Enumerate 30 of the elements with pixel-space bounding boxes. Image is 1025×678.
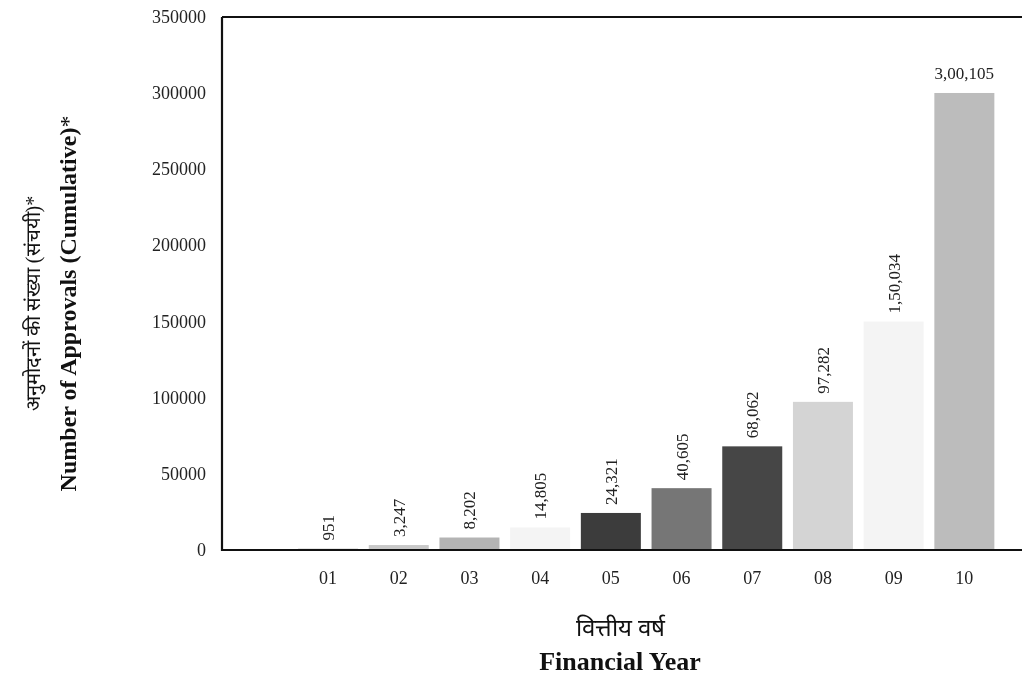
data-label: 3,247	[389, 498, 409, 538]
x-tick-label: 06	[672, 568, 691, 588]
y-tick-label: 250000	[152, 159, 206, 180]
data-label: 24,321	[601, 458, 621, 505]
x-tick-label: 05	[601, 568, 620, 588]
x-tick-label: 04	[531, 568, 550, 588]
data-label: 68,062	[743, 391, 763, 439]
data-label: 14,805	[531, 472, 551, 520]
data-label: 3,00,105	[934, 63, 995, 83]
data-label: 1,50,034	[884, 253, 904, 314]
x-tick-label: 02	[389, 568, 408, 588]
x-tick-label: 07	[743, 568, 762, 588]
data-label: 951	[319, 515, 339, 541]
x-tick-label: 08	[813, 568, 832, 588]
y-tick-label: 100000	[152, 387, 206, 408]
x-tick-label: 09	[884, 568, 903, 588]
x-tick-label: 03	[460, 568, 479, 588]
data-label: 8,202	[460, 491, 480, 530]
data-label: 40,605	[672, 433, 692, 481]
y-tick-label: 0	[197, 540, 206, 560]
y-tick-label: 200000	[152, 235, 206, 256]
y-tick-label: 50000	[161, 463, 206, 484]
x-tick-label: 01	[319, 568, 338, 588]
y-tick-label: 150000	[152, 311, 206, 332]
y-tick-label: 350000	[152, 7, 206, 27]
y-axis-title: अनुमोदनों की संख्या (संचयी)* Number of Approvals (Cumulative)*	[22, 115, 81, 492]
x-axis-title: वित्तीय वर्ष Financial Year	[539, 614, 701, 676]
data-label: 97,282	[813, 347, 833, 394]
y-tick-label: 300000	[152, 83, 206, 104]
x-tick-label: 10	[955, 568, 974, 588]
